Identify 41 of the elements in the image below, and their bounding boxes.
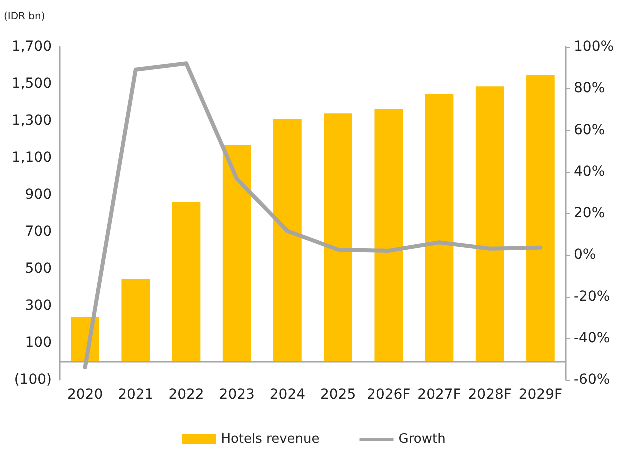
y-tick-label: 1,500 — [12, 76, 52, 92]
y-tick-label: 900 — [25, 187, 52, 203]
y-tick-label: (100) — [14, 372, 52, 388]
bar — [374, 110, 404, 362]
bar — [526, 75, 555, 362]
y-tick-label: 1,100 — [12, 150, 52, 166]
y-tick-label: 500 — [25, 261, 52, 277]
y2-tick-label: -40% — [574, 330, 610, 346]
y2-tick-label: 0% — [574, 247, 596, 264]
y-tick-label: 1,700 — [12, 39, 52, 55]
x-tick-label: 2020 — [67, 387, 104, 403]
x-tick-label: 2024 — [270, 387, 306, 403]
y2-tick-label: 80% — [574, 80, 606, 97]
y-tick-label: 100 — [25, 335, 52, 351]
x-tick-label: 2025 — [320, 387, 356, 403]
y2-tick-label: 20% — [574, 206, 606, 222]
legend-label: Hotels revenue — [221, 432, 320, 447]
x-tick-label: 2023 — [219, 387, 255, 403]
y2-tick-label: 100% — [574, 39, 614, 55]
y-tick-label: 1,300 — [12, 113, 52, 129]
bar — [274, 119, 302, 362]
y-tick-label: 300 — [25, 298, 52, 314]
bar — [476, 86, 504, 362]
bar — [122, 279, 150, 362]
x-tick-label: 2022 — [168, 387, 204, 403]
bar — [222, 145, 252, 362]
x-tick-label: 2027F — [418, 387, 462, 403]
y-axis-title: (IDR bn) — [4, 12, 46, 22]
bar — [172, 202, 201, 362]
y2-tick-label: 60% — [574, 122, 606, 138]
y-tick-label: 700 — [25, 224, 52, 240]
y2-tick-label: 40% — [574, 164, 606, 180]
x-tick-label: 2028F — [468, 387, 512, 403]
y2-tick-label: -20% — [574, 288, 610, 305]
bar — [324, 114, 352, 362]
y2-tick-label: -60% — [574, 372, 610, 388]
bar — [425, 94, 454, 362]
x-tick-label: 2021 — [118, 387, 154, 403]
legend-label: Growth — [398, 432, 446, 447]
x-tick-label: 2026F — [367, 387, 411, 403]
x-tick-label: 2029F — [518, 387, 563, 403]
